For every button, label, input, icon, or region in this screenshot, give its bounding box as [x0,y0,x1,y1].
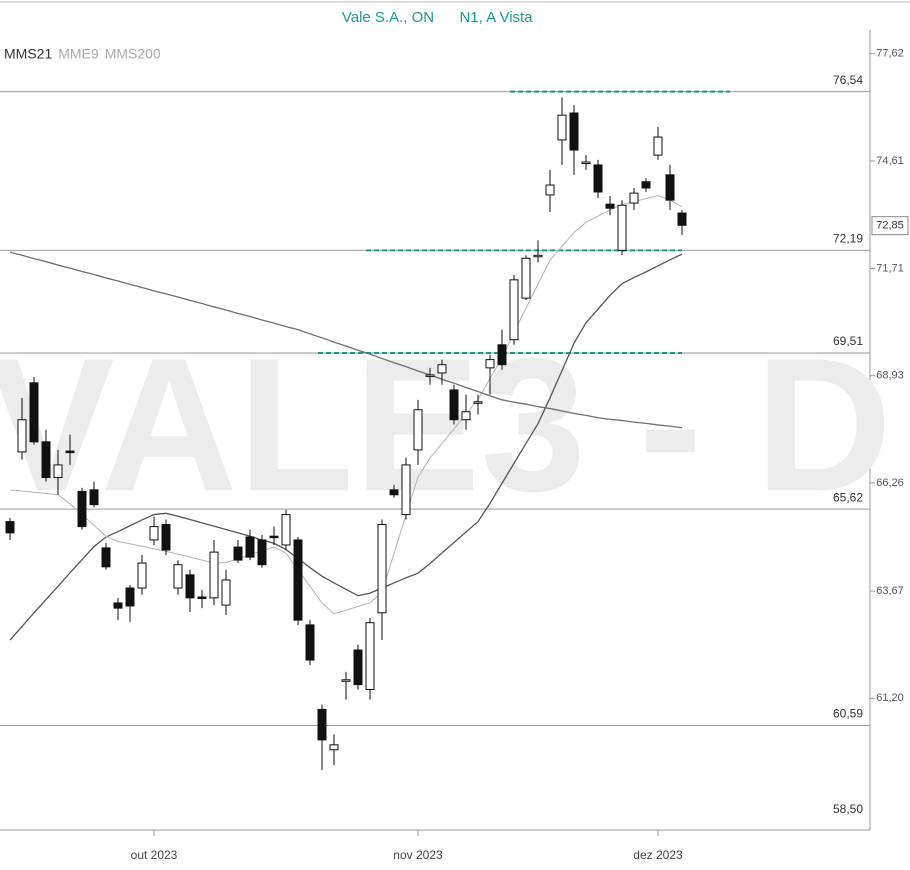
candle-body [29,382,39,443]
candle-body [485,359,495,369]
candle-body [113,602,123,609]
candle-body [149,526,159,541]
candle-body [5,521,15,534]
candle-body [137,562,147,589]
y-tick-label: 77,62 [876,48,904,60]
candle-body [173,564,183,589]
candle-body [497,344,507,366]
candle-body [197,596,207,599]
moving-average [9,251,683,429]
candle-body [101,547,111,568]
candle-body [185,574,195,599]
legend-entry: MMS200 [105,46,161,62]
candle-body [593,164,603,193]
candle-body [17,419,27,453]
candle-body [317,708,327,741]
chart-subtitle: N1, A Vista [459,9,533,26]
last-price-box [871,216,909,236]
level-label: 72,19 [833,232,863,246]
legend-entry: MME9 [58,46,99,62]
last-price-label: 72,85 [876,220,904,232]
candle-body [401,464,411,516]
candle-body [677,212,687,226]
chart-title: Vale S.A., ON [342,9,434,26]
candle-body [269,535,279,539]
candle-body [581,161,591,165]
candle-body [521,257,531,299]
y-tick-label: 71,71 [876,262,904,274]
candle-body [545,184,555,196]
candle-body [77,490,87,528]
candle-body [233,546,243,561]
candle-body [629,192,639,204]
candle-body [533,254,543,258]
candle-body [281,514,291,546]
candle-body [641,181,651,189]
candle-body [569,112,579,151]
candle-body [461,411,471,421]
moving-average [9,253,683,641]
candle-body [209,551,219,599]
candle-body [509,279,519,341]
y-tick-label: 61,20 [876,692,904,704]
candle-body [425,374,435,377]
y-tick-label: 74,61 [876,155,904,167]
y-tick-label: 68,93 [876,370,904,382]
x-tick-label: out 2023 [131,848,178,862]
candle-body [617,204,627,251]
candle-body [329,744,339,751]
legend-entry: MMS21 [4,46,52,62]
candle-body [257,539,267,566]
candle-body [377,524,387,614]
y-tick-label: 63,67 [876,585,904,597]
candle-body [41,441,51,479]
candle-body [413,409,423,451]
candle-body [365,622,375,690]
candle-body [353,649,363,686]
candle-body [557,114,567,141]
candle-body [65,450,75,454]
level-label: 76,54 [833,73,863,87]
candle-body [53,464,63,479]
watermark: VALE3 - D [0,319,892,531]
candle-body [665,174,675,201]
candle-body [305,624,315,661]
candle-body [605,203,615,209]
candle-body [389,489,399,496]
level-label: 60,59 [833,707,863,721]
x-tick-label: dez 2023 [633,848,683,862]
level-label: 58,50 [833,802,863,816]
candle-body [293,539,303,621]
candle-body [341,679,351,682]
x-tick-label: nov 2023 [393,848,443,862]
candle-body [221,579,231,606]
candle-body [473,401,483,404]
candle-body [89,489,99,506]
candle-body [449,389,459,421]
level-label: 69,51 [833,334,863,348]
level-label: 65,62 [833,490,863,504]
candle-body [161,524,171,551]
candle-body [245,536,255,558]
candle-body [653,136,663,156]
y-tick-label: 66,26 [876,477,904,489]
moving-average [9,195,683,615]
candle-body [125,587,135,607]
candle-body [437,364,447,374]
